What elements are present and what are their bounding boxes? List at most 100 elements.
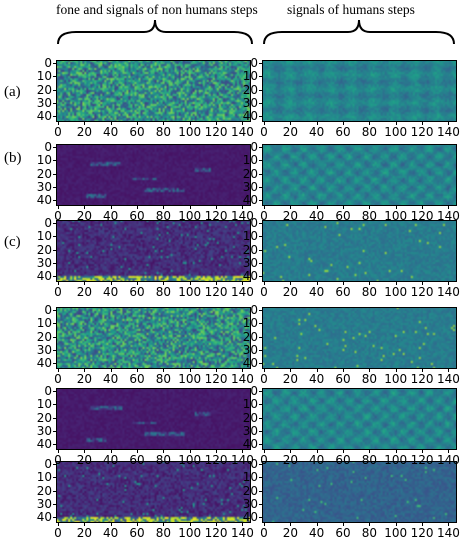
heatmap-row6-left xyxy=(56,461,251,523)
y-tick-label: 0 xyxy=(44,303,52,317)
x-tick-label: 0 xyxy=(260,453,268,467)
x-tick-mark xyxy=(163,282,165,285)
y-tick-label: 40 xyxy=(36,269,52,284)
y-tick-label: 10 xyxy=(36,153,52,168)
x-tick-mark xyxy=(316,450,318,453)
x-tick-label: 100 xyxy=(178,372,202,386)
x-tick-label: 40 xyxy=(103,285,119,299)
y-tick-mark xyxy=(259,173,262,175)
y-tick-label: 30 xyxy=(242,256,258,270)
x-tick-mark xyxy=(369,206,371,209)
y-tick-label: 30 xyxy=(242,180,258,194)
x-tick-mark xyxy=(58,450,59,453)
x-tick-label: 100 xyxy=(384,125,408,139)
x-tick-label: 140 xyxy=(436,125,460,139)
heatmap-row2-left xyxy=(56,144,251,206)
heatmap-frame xyxy=(262,388,457,450)
y-tick-mark xyxy=(259,336,262,338)
x-tick-label: 20 xyxy=(76,125,92,139)
x-tick-label: 140 xyxy=(436,453,460,467)
heatmap-image xyxy=(56,220,251,282)
x-tick-mark xyxy=(242,369,244,372)
x-tick-mark xyxy=(137,206,139,209)
heatmap-image xyxy=(262,388,457,450)
x-tick-mark xyxy=(137,122,139,125)
x-tick-label: 100 xyxy=(384,285,408,299)
x-tick-label: 60 xyxy=(335,372,351,386)
y-tick-label: 40 xyxy=(242,437,258,452)
x-tick-mark xyxy=(264,523,265,526)
x-tick-label: 120 xyxy=(410,453,434,467)
x-tick-label: 0 xyxy=(54,453,62,467)
heatmap-frame xyxy=(56,307,251,369)
heatmap-frame xyxy=(262,60,457,122)
heatmap-frame xyxy=(56,144,251,206)
x-tick-label: 100 xyxy=(178,209,202,223)
x-tick-label: 140 xyxy=(230,209,254,223)
y-tick-mark xyxy=(259,404,262,406)
y-tick-mark xyxy=(53,173,56,175)
x-tick-mark xyxy=(110,450,112,453)
heatmap-row4-right xyxy=(262,307,457,369)
y-tick-label: 40 xyxy=(36,510,52,525)
y-tick-label: 40 xyxy=(242,109,258,124)
x-tick-mark xyxy=(163,523,165,526)
x-tick-label: 0 xyxy=(260,526,268,540)
heatmap-frame xyxy=(262,144,457,206)
x-tick-mark xyxy=(290,206,292,209)
y-tick-label: 40 xyxy=(36,356,52,371)
x-tick-mark xyxy=(369,450,371,453)
y-tick-mark xyxy=(259,249,262,251)
heatmap-row3-right xyxy=(262,220,457,282)
heatmap-image xyxy=(262,220,457,282)
x-tick-label: 40 xyxy=(309,125,325,139)
heatmap-image xyxy=(262,144,457,206)
y-tick-label: 10 xyxy=(36,470,52,485)
heatmap-frame xyxy=(56,461,251,523)
x-tick-mark xyxy=(242,122,244,125)
y-tick-mark xyxy=(53,310,56,311)
y-tick-label: 10 xyxy=(242,470,258,485)
x-tick-label: 80 xyxy=(361,526,378,540)
y-tick-label: 0 xyxy=(250,216,258,230)
y-tick-mark xyxy=(53,263,56,264)
row-label-b: (b) xyxy=(4,150,22,166)
y-tick-label: 10 xyxy=(36,229,52,244)
heatmap-image xyxy=(56,461,251,523)
x-tick-label: 80 xyxy=(361,453,378,467)
x-tick-mark xyxy=(216,450,218,453)
x-tick-mark xyxy=(395,122,397,125)
y-tick-mark xyxy=(53,404,56,406)
y-tick-label: 0 xyxy=(250,303,258,317)
x-tick-mark xyxy=(242,206,244,209)
y-tick-mark xyxy=(53,236,56,238)
y-tick-mark xyxy=(259,63,262,64)
x-tick-mark xyxy=(422,523,424,526)
x-tick-label: 80 xyxy=(155,526,172,540)
x-tick-mark xyxy=(290,122,292,125)
y-tick-label: 40 xyxy=(242,510,258,525)
x-tick-label: 120 xyxy=(410,125,434,139)
x-tick-mark xyxy=(242,282,244,285)
y-tick-label: 0 xyxy=(44,140,52,154)
y-tick-mark xyxy=(259,517,262,519)
y-tick-label: 20 xyxy=(242,483,258,498)
x-tick-mark xyxy=(163,369,165,372)
y-tick-label: 0 xyxy=(44,216,52,230)
x-tick-mark xyxy=(110,206,112,209)
left-brace xyxy=(57,19,253,45)
x-tick-label: 20 xyxy=(76,285,92,299)
y-tick-label: 10 xyxy=(36,397,52,412)
x-tick-label: 60 xyxy=(335,526,351,540)
heatmap-frame xyxy=(262,461,457,523)
x-tick-label: 20 xyxy=(76,526,92,540)
x-tick-mark xyxy=(395,523,397,526)
y-tick-mark xyxy=(53,200,56,202)
heatmap-image xyxy=(56,388,251,450)
y-tick-label: 10 xyxy=(36,316,52,331)
y-tick-mark xyxy=(259,147,262,148)
y-tick-label: 40 xyxy=(36,109,52,124)
y-tick-mark xyxy=(53,464,56,465)
x-tick-mark xyxy=(216,282,218,285)
x-tick-label: 140 xyxy=(436,526,460,540)
